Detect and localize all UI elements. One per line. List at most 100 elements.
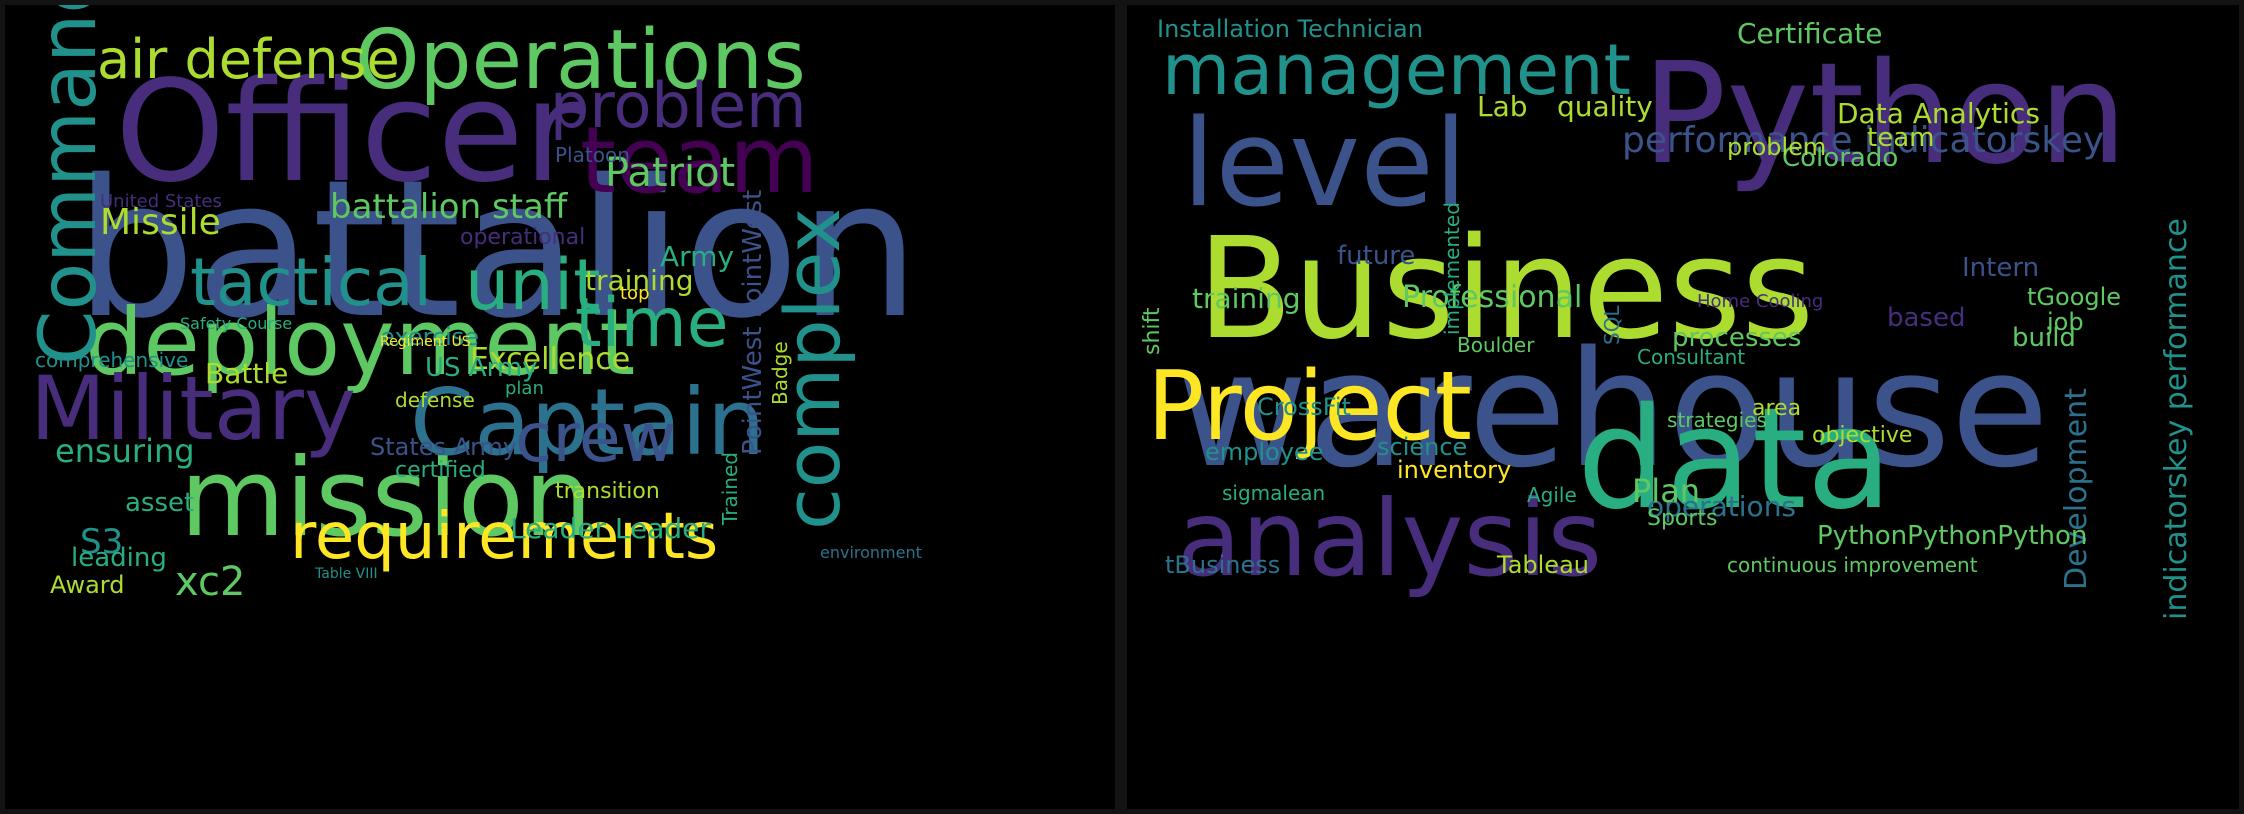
word-right-24: Intern [1962, 253, 2040, 283]
word-left-10: team [580, 107, 819, 214]
word-right-43: implemented [1440, 202, 1464, 335]
word-left-28: Battle [205, 357, 289, 390]
word-right-42: strategies [1667, 408, 1767, 432]
word-right-2: Python [1642, 33, 2128, 196]
word-right-40: area [1752, 396, 1802, 421]
word-left-33: Award [50, 571, 125, 599]
word-right-13: PythonPythonPython [1817, 521, 2088, 551]
word-right-1: Business [1197, 208, 1815, 371]
word-right-48: shift [1140, 307, 1165, 355]
word-left-1: Officer [115, 51, 582, 214]
word-left-22: ensuring [55, 432, 195, 470]
word-right-47: continuous improvement [1727, 553, 1978, 577]
word-right-9: Development [2059, 388, 2094, 590]
word-left-5: Captain [410, 369, 766, 476]
word-left-37: Trained [718, 452, 742, 525]
word-right-10: indicatorskey performance [2159, 218, 2194, 620]
word-right-31: employee [1205, 438, 1324, 466]
word-right-15: Installation Technician [1157, 15, 1423, 43]
word-right-19: processes [1672, 323, 1802, 353]
word-left-12: tactical [190, 244, 432, 321]
word-right-22: team [1867, 123, 1935, 153]
word-right-25: tGoogle [2027, 283, 2122, 311]
word-right-20: Lab [1477, 90, 1528, 123]
word-right-6: Project [1147, 352, 1473, 462]
word-right-18: Colorado [1782, 143, 1899, 173]
word-left-13: air defense [97, 28, 400, 91]
word-left-31: asset [125, 488, 195, 518]
word-left-14: time [575, 284, 729, 363]
word-left-2: Operations [355, 13, 806, 108]
word-left-8: requirements [290, 500, 719, 574]
word-right-5: level [1182, 95, 1468, 234]
word-left-46: environment [820, 543, 922, 562]
word-left-4: deployment [85, 289, 636, 396]
word-left-19: battalion staff [330, 187, 568, 227]
word-left-18: Missile [100, 202, 221, 243]
word-right-46: SQL [1600, 305, 1624, 345]
word-right-11: performance indicatorskey [1622, 120, 2105, 161]
word-cloud-left: battalion Officer Operations mission deploym… [5, 5, 1115, 809]
word-right-38: sigmalean [1222, 481, 1326, 505]
word-left-29: US Army [425, 353, 538, 383]
word-right-21: quality [1557, 90, 1653, 123]
word-right-29: future [1337, 241, 1416, 271]
word-left-49: plan [505, 378, 544, 399]
word-left-30: States Army [370, 433, 518, 461]
word-right-23: problem [1727, 133, 1827, 161]
word-left-43: Platoon [555, 143, 630, 167]
word-left-45: Regiment US [380, 334, 471, 350]
word-left-35: certified [395, 458, 486, 483]
word-left-32: leading [71, 543, 167, 573]
word-left-47: Table VIII [315, 566, 378, 582]
word-right-16: training [1192, 282, 1301, 315]
word-left-41: Badge [768, 341, 792, 405]
word-right-32: science [1377, 433, 1468, 461]
word-right-33: Plan [1632, 472, 1701, 510]
word-left-40: operational [460, 225, 586, 250]
word-right-17: Professional [1402, 280, 1583, 315]
word-left-17: Patriot [605, 150, 736, 196]
word-left-23: Excellence [470, 342, 631, 377]
word-right-41: objective [1812, 423, 1913, 448]
word-left-42: United States [100, 191, 222, 212]
word-right-39: Agile [1527, 483, 1577, 507]
word-right-14: Certificate [1737, 17, 1883, 50]
word-right-12: Data Analytics [1837, 97, 2040, 130]
word-cloud-right: warehouse Business Python data analysis level… [1127, 5, 2239, 809]
word-right-37: tBusiness [1165, 551, 1281, 579]
word-right-34: Sports [1647, 506, 1718, 531]
word-left-24: Leader Leader [510, 512, 711, 545]
word-right-4: analysis [1177, 478, 1603, 600]
word-left-11: unit [465, 244, 601, 326]
word-left-3: mission [180, 436, 593, 561]
word-left-6: Military [30, 357, 356, 460]
word-left-25: training [585, 264, 694, 297]
word-left-16: problem [550, 69, 807, 142]
word-right-35: inventory [1397, 456, 1512, 484]
word-right-27: based [1887, 303, 1966, 333]
word-left-36: transition [555, 479, 660, 504]
word-right-49: Home Cooling [1697, 291, 1824, 312]
word-left-38: comprehensive [35, 348, 189, 372]
word-right-7: management [1162, 29, 1631, 111]
word-right-26: build [2012, 323, 2076, 353]
word-left-26: Army [660, 240, 735, 273]
word-left-39: defense [395, 388, 475, 412]
word-right-30: CrossFit [1257, 393, 1351, 421]
word-right-3: data [1577, 378, 1893, 541]
word-right-45: Consultant [1637, 345, 1746, 369]
word-right-44: Boulder [1457, 333, 1535, 357]
word-right-28: job [2047, 308, 2084, 336]
word-left-20: xc2 [175, 559, 246, 605]
word-left-21: S3 [80, 522, 124, 562]
word-right-0: warehouse [1177, 316, 2050, 503]
word-left-15: crew [515, 399, 677, 478]
word-left-44: Safety Course [180, 314, 293, 333]
word-right-8: operations [1647, 490, 1797, 523]
word-left-0: battalion [75, 139, 920, 360]
word-left-48: top [620, 283, 650, 304]
word-left-34: exercise [380, 323, 480, 351]
word-right-36: Tableau [1497, 551, 1589, 579]
word-left-27: PointWest PointWest [738, 189, 768, 455]
